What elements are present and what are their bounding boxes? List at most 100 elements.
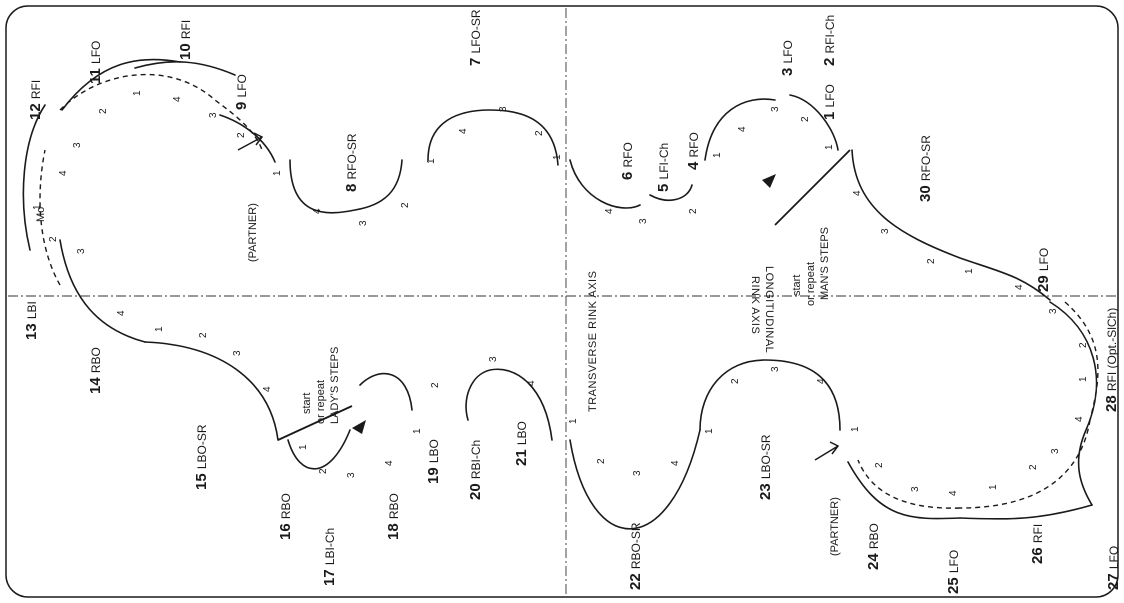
man-start-label: start <box>791 275 803 296</box>
beat-count: 2 <box>596 458 607 464</box>
step-16-label: 16 RBO <box>277 493 294 540</box>
beat-count: 1 <box>412 428 423 434</box>
beat-count: 4 <box>737 126 748 132</box>
beat-count: 3 <box>76 248 87 254</box>
beat-count: 1 <box>850 426 861 432</box>
step-13-label: 13 LBI <box>23 301 40 340</box>
longitudinal-axis-label-1: LONGITUDINAL <box>763 266 775 353</box>
beat-count: 3 <box>346 472 357 478</box>
partner-label-bottom: (PARTNER) <box>829 497 841 556</box>
beat-count: 4 <box>604 208 615 214</box>
beat-count: 2 <box>400 202 411 208</box>
beat-count: 3 <box>632 470 643 476</box>
step-29-label: 29 LFO <box>1035 248 1052 292</box>
beat-count: 1 <box>988 484 999 490</box>
beat-count: 4 <box>262 386 273 392</box>
step-14-label: 14 RBO <box>87 347 104 394</box>
beat-count: 1 <box>568 418 579 424</box>
beat-count: 2 <box>534 130 545 136</box>
beat-count: 2 <box>236 132 247 138</box>
step-20-label: 20 RBI-Ch <box>467 440 484 500</box>
beat-count: 1 <box>154 326 165 332</box>
step-22-label: 22 RBO-SR <box>627 522 644 590</box>
lady-or-repeat-label: or repeat <box>315 380 327 424</box>
beat-count: 1 <box>552 154 563 160</box>
beat-count: 2 <box>730 378 741 384</box>
man-or-repeat-label: or repeat <box>805 262 817 306</box>
step-26-label: 26 RFI <box>1029 524 1046 564</box>
beat-count: 1 <box>298 444 309 450</box>
partner-arrows <box>237 132 840 461</box>
beat-count: 2 <box>318 468 329 474</box>
step-labels: 1 LFO 2 RFI-Ch 3 LFO 4 RFO 5 LFI-Ch 6 RF… <box>23 9 1122 594</box>
partner-label-top: (PARTNER) <box>247 203 259 262</box>
step-19-label: 19 LBO <box>425 439 442 484</box>
transverse-axis-label: TRANSVERSE RINK AXIS <box>587 271 599 412</box>
beat-count: 1 <box>964 268 975 274</box>
lady-start-label: start <box>301 393 313 414</box>
step-21-label: 21 LBO <box>513 421 530 466</box>
beat-count: 1 <box>712 152 723 158</box>
beat-count: 2 <box>1028 464 1039 470</box>
step-11-label: 11 LFO <box>87 41 104 84</box>
step-6-label: 6 RFO <box>619 142 636 180</box>
beat-count: 2 <box>1078 342 1089 348</box>
beat-count: 4 <box>526 380 537 386</box>
mo-label: Mo <box>35 207 47 222</box>
step-15-label: 15 LBO-SR <box>193 424 210 490</box>
beat-count: 3 <box>770 106 781 112</box>
beat-count: 4 <box>948 490 959 496</box>
beat-count: 4 <box>1074 416 1085 422</box>
beat-count: 3 <box>72 142 83 148</box>
beat-count: 3 <box>232 350 243 356</box>
step-25-label: 25 LFO <box>945 550 962 594</box>
beat-count: 3 <box>498 106 509 112</box>
beat-count: 2 <box>926 258 937 264</box>
beat-count: 2 <box>800 116 811 122</box>
start-markers <box>277 149 851 441</box>
beat-count: 2 <box>198 332 209 338</box>
beat-count: 4 <box>852 190 863 196</box>
step-12-label: 12 RFI <box>27 80 44 120</box>
step-2-label: 2 RFI-Ch <box>821 15 838 66</box>
beat-count: 3 <box>880 228 891 234</box>
beat-count: 4 <box>384 460 395 466</box>
step-30-label: 30 RFO-SR <box>917 135 934 202</box>
beat-count: 4 <box>458 128 469 134</box>
beat-count: 1 <box>32 204 43 210</box>
beat-count: 1 <box>272 170 283 176</box>
beat-count: 2 <box>874 462 885 468</box>
beat-count: 2 <box>430 382 441 388</box>
step-3-label: 3 LFO <box>779 40 796 76</box>
beat-count: 4 <box>312 208 323 214</box>
longitudinal-axis-label-2: RINK AXIS <box>749 276 761 334</box>
step-18-label: 18 RBO <box>385 493 402 540</box>
step-9-label: 9 LFO <box>233 74 250 110</box>
beat-count: 1 <box>704 428 715 434</box>
beat-count: 1 <box>132 90 143 96</box>
man-tracings <box>22 58 1098 530</box>
step-1-label: 1 LFO <box>821 84 838 120</box>
step-5-label: 5 LFI-Ch <box>655 143 672 192</box>
beat-count: 3 <box>1048 308 1059 314</box>
beat-count: 4 <box>116 310 127 316</box>
beat-count: 3 <box>770 366 781 372</box>
beat-count: 3 <box>638 218 649 224</box>
beat-count: 4 <box>816 378 827 384</box>
beat-count: 1 <box>1078 376 1089 382</box>
step-4-label: 4 RFO <box>685 132 702 170</box>
man-steps-label: MAN'S STEPS <box>819 227 831 300</box>
step-28-label: 28 RFI (Opt.-SlCh) <box>1103 308 1120 412</box>
step-24-label: 24 RBO <box>865 523 882 570</box>
beat-count: 1 <box>824 144 835 150</box>
rink-boundary <box>5 5 1119 598</box>
beat-count: 2 <box>688 208 699 214</box>
step-23-label: 23 LBO-SR <box>757 434 774 500</box>
step-7-label: 7 LFO-SR <box>467 9 484 66</box>
beat-count: 4 <box>172 96 183 102</box>
beat-count: 2 <box>48 236 59 242</box>
lady-steps-label: LADY'S STEPS <box>329 347 341 424</box>
step-8-label: 8 RFO-SR <box>343 133 360 192</box>
step-17-label: 17 LBI-Ch <box>321 528 338 586</box>
